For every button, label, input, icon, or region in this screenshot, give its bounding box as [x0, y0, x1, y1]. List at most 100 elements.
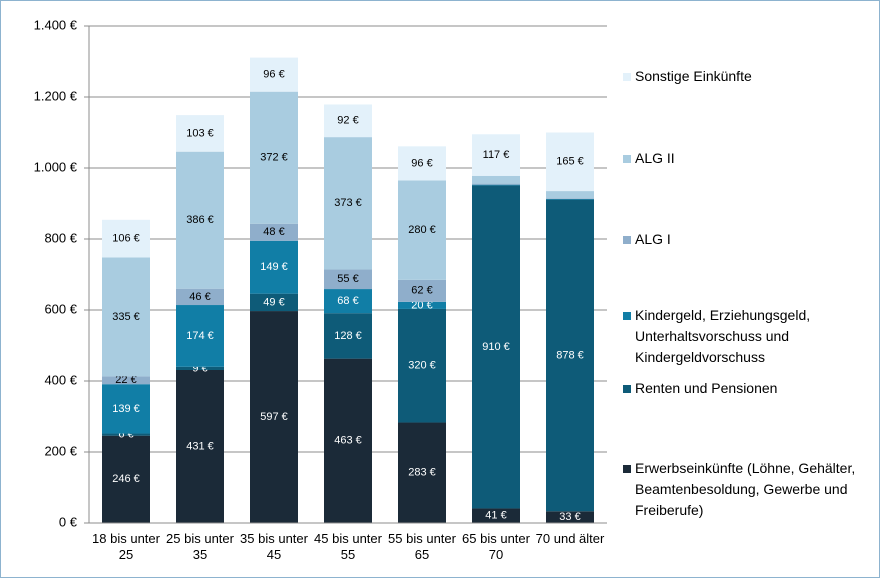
legend-swatch — [623, 311, 631, 320]
bar-segment — [176, 305, 224, 367]
value-label: 68 € — [337, 295, 358, 307]
value-label: 49 € — [263, 296, 284, 308]
bar-segment — [398, 422, 446, 523]
bar-segment — [176, 366, 224, 370]
value-label: 33 € — [559, 511, 580, 523]
bar-segment — [250, 311, 298, 523]
value-label: 62 € — [411, 285, 432, 297]
value-label: 139 € — [112, 403, 140, 415]
bar-segment — [102, 257, 150, 377]
bar-segment — [250, 240, 298, 294]
bar-segment — [324, 104, 372, 138]
bar-segment — [250, 57, 298, 92]
bar-segment — [472, 184, 520, 186]
y-tick-label: 1.400 € — [34, 17, 78, 32]
legend-entry: ALG II — [623, 148, 873, 169]
value-label: 48 € — [263, 226, 284, 238]
legend-swatch — [623, 384, 631, 393]
value-label: 46 € — [189, 291, 210, 303]
value-label: 165 € — [556, 156, 584, 168]
bar-segment — [324, 358, 372, 523]
legend-entry: Erwerbseinkünfte (Löhne, Gehälter, Beamt… — [623, 458, 873, 521]
bar-segment — [398, 146, 446, 181]
legend-swatch — [623, 154, 631, 163]
bar-segment — [324, 289, 372, 314]
x-tick-label: 18 bis unter 25 — [92, 531, 160, 562]
bar-segment — [102, 384, 150, 434]
value-label: 41 € — [485, 510, 506, 522]
bar-segment — [324, 313, 372, 359]
legend-label: Renten und Pensionen — [635, 379, 778, 396]
value-label: 386 € — [186, 214, 214, 226]
bar-segment — [546, 191, 594, 199]
bar-segment — [324, 137, 372, 270]
y-tick-label: 800 € — [44, 230, 77, 245]
legend-entry: Renten und Pensionen — [623, 378, 873, 399]
bar-segment — [250, 293, 298, 312]
x-tick-label: 25 bis unter 35 — [166, 531, 234, 562]
bar-segment — [324, 269, 372, 290]
legend-swatch — [623, 235, 631, 244]
value-label: 283 € — [408, 467, 436, 479]
value-label: 117 € — [483, 149, 510, 161]
value-label: 373 € — [334, 197, 362, 209]
value-label: 20 € — [411, 299, 432, 311]
bar-segment — [398, 301, 446, 309]
legend-swatch — [623, 72, 631, 81]
value-label: 55 € — [337, 273, 358, 285]
bar-segment — [398, 279, 446, 302]
legend-label: Kindergeld, Erziehungsgeld, Unterhaltsvo… — [635, 306, 811, 365]
legend-entry: Kindergeld, Erziehungsgeld, Unterhaltsvo… — [623, 305, 873, 368]
x-tick-label: 55 bis unter 65 — [388, 531, 456, 562]
bar-segment — [472, 175, 520, 184]
value-label: 463 € — [334, 435, 362, 447]
bar-segment — [546, 198, 594, 199]
bar-segment — [176, 115, 224, 152]
value-label: 431 € — [186, 440, 214, 452]
bar-segment — [250, 223, 298, 241]
bar-segment — [176, 369, 224, 523]
x-tick-label: 65 bis unter 70 — [462, 531, 530, 562]
bar-segment — [472, 185, 520, 509]
value-label: 22 € — [115, 374, 136, 386]
value-label: 103 € — [186, 127, 214, 139]
bar-segment — [102, 219, 150, 258]
legend-label: ALG I — [635, 230, 671, 247]
x-tick-label: 70 und älter — [535, 531, 605, 546]
bar-segment — [102, 435, 150, 523]
x-tick-label: 45 bis unter 55 — [314, 531, 382, 562]
legend-entry: ALG I — [623, 229, 873, 250]
value-label: 597 € — [260, 411, 288, 423]
value-label: 280 € — [408, 224, 436, 236]
value-label: 320 € — [408, 360, 436, 372]
x-tick-label: 35 bis unter 45 — [240, 531, 308, 562]
legend-label: Sonstige Einkünfte — [635, 67, 752, 84]
y-tick-label: 400 € — [44, 372, 77, 387]
y-tick-label: 1.000 € — [34, 159, 78, 174]
bar-segment — [472, 183, 520, 185]
bar-segment — [472, 134, 520, 176]
legend-entry: Sonstige Einkünfte — [623, 66, 873, 87]
legend-swatch — [623, 464, 631, 473]
bar-segment — [546, 511, 594, 523]
bar-segment — [546, 198, 594, 200]
bar-segment — [102, 433, 150, 436]
value-label: 96 € — [411, 157, 432, 169]
bar-segment — [546, 132, 594, 192]
legend-label: Erwerbseinkünfte (Löhne, Gehälter, Beamt… — [635, 459, 856, 518]
value-label: 106 € — [112, 233, 140, 245]
value-label: 128 € — [334, 330, 362, 342]
value-label: 174 € — [186, 330, 214, 342]
bar-segment — [472, 508, 520, 523]
bar-segment — [250, 91, 298, 224]
value-label: 92 € — [337, 115, 358, 127]
bar-segment — [176, 151, 224, 289]
value-label: 246 € — [112, 473, 140, 485]
legend-label: ALG II — [635, 149, 675, 166]
y-tick-label: 0 € — [59, 514, 78, 529]
y-tick-label: 600 € — [44, 301, 77, 316]
value-label: 372 € — [260, 152, 288, 164]
value-label: 910 € — [482, 341, 510, 353]
